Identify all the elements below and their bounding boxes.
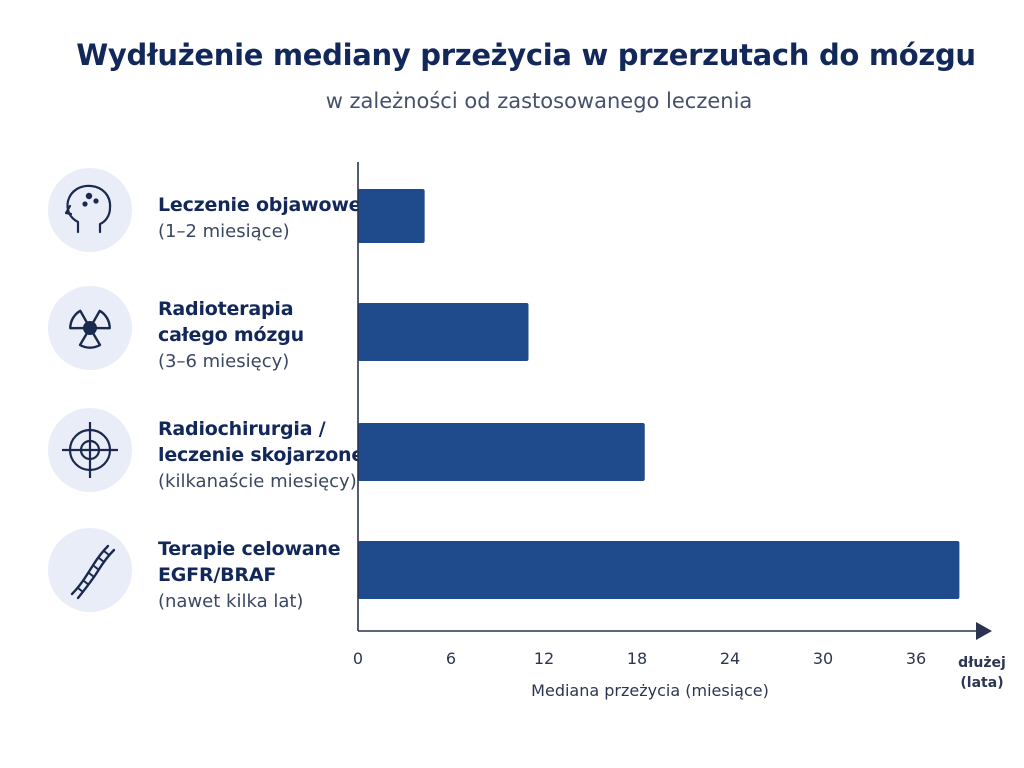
bar-1 — [358, 189, 425, 243]
x-overflow-label: dłużej — [958, 655, 1006, 671]
x-axis-arrow — [976, 622, 992, 640]
x-tick-label: 36 — [906, 649, 926, 668]
bar-4 — [358, 541, 960, 599]
category-row-1: Leczenie objawowe (1–2 miesiące) — [48, 168, 362, 258]
x-overflow-label: (lata) — [960, 675, 1003, 691]
x-tick-label: 6 — [446, 649, 456, 668]
category-row-4: Terapie celowane EGFR/BRAF (nawet kilka … — [48, 528, 358, 618]
x-tick-label: 18 — [627, 649, 647, 668]
dna-icon — [48, 528, 132, 612]
category-name: Terapie celowane EGFR/BRAF — [158, 538, 341, 586]
category-row-2: Radioterapia całego mózgu (3–6 miesięcy) — [48, 286, 358, 376]
bar-3 — [358, 423, 645, 481]
category-name: Radiochirurgia / leczenie skojarzone — [158, 418, 365, 466]
chart-subtitle: w zależności od zastosowanego leczenia — [325, 89, 753, 113]
category-range: (3–6 miesięcy) — [158, 351, 290, 372]
crosshair-icon — [48, 408, 132, 492]
category-range: (nawet kilka lat) — [158, 591, 304, 612]
radiation-icon — [48, 286, 132, 370]
x-tick-label: 30 — [813, 649, 833, 668]
x-tick-label: 12 — [534, 649, 554, 668]
chart-title: Wydłużenie mediany przeżycia w przerzuta… — [76, 38, 976, 72]
x-tick-label: 0 — [353, 649, 363, 668]
category-range: (1–2 miesiące) — [158, 221, 290, 242]
bar-2 — [358, 303, 529, 361]
x-tick-label: 24 — [720, 649, 740, 668]
category-name: Leczenie objawowe — [158, 194, 362, 216]
category-row-3: Radiochirurgia / leczenie skojarzone (ki… — [48, 408, 364, 498]
x-axis-title: Mediana przeżycia (miesiące) — [531, 681, 769, 700]
category-name: Radioterapia całego mózgu — [158, 298, 304, 346]
head-icon — [48, 168, 132, 252]
category-range: (kilkanaście miesięcy) — [158, 471, 357, 492]
